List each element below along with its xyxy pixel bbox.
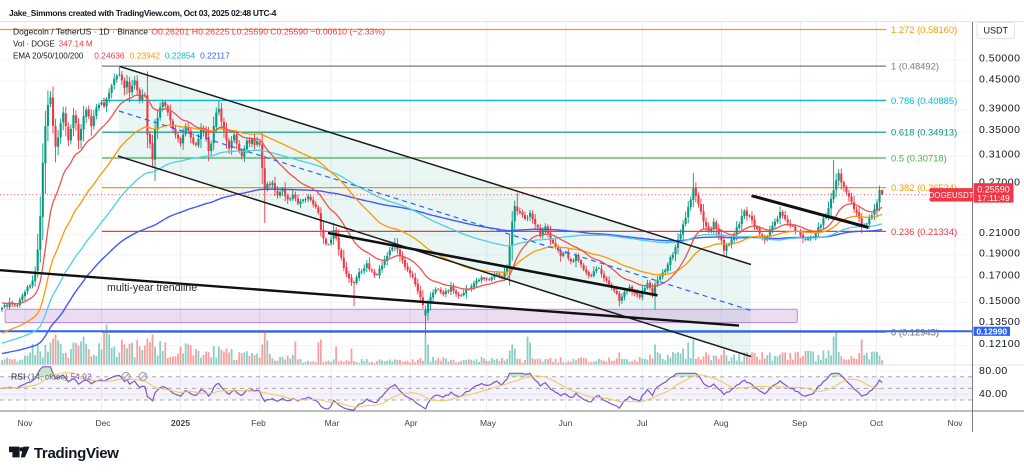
svg-text:0.22117: 0.22117: [200, 50, 230, 60]
svg-text:EMA 20/50/100/200: EMA 20/50/100/200: [13, 51, 84, 60]
svg-text:Mar: Mar: [325, 418, 340, 428]
svg-text:Nov: Nov: [947, 418, 963, 428]
svg-text:0 (0.12945): 0 (0.12945): [891, 327, 939, 338]
svg-text:Feb: Feb: [251, 418, 266, 428]
svg-text:TradingView: TradingView: [34, 445, 119, 462]
svg-text:0.23942: 0.23942: [130, 50, 161, 60]
svg-text:Jake_Simmons created with Trad: Jake_Simmons created with TradingView.co…: [9, 8, 277, 18]
svg-text:0.31000: 0.31000: [979, 149, 1020, 161]
svg-text:347.14 M: 347.14 M: [59, 39, 93, 48]
svg-text:(−2.33%): (−2.33%): [350, 26, 386, 36]
svg-text:0.12990: 0.12990: [976, 327, 1007, 337]
svg-text:H0.26225: H0.26225: [192, 26, 230, 36]
svg-text:0.24636: 0.24636: [94, 50, 125, 60]
svg-text:Jul: Jul: [637, 418, 648, 428]
svg-text:0.786 (0.40885): 0.786 (0.40885): [891, 95, 957, 106]
svg-text:1.272 (0.58160): 1.272 (0.58160): [891, 24, 957, 35]
svg-text:0.382 (0.26524): 0.382 (0.26524): [891, 182, 957, 193]
svg-text:L0.25590: L0.25590: [232, 26, 268, 36]
svg-text:0.5 (0.30718): 0.5 (0.30718): [891, 152, 947, 163]
svg-text:0.45000: 0.45000: [979, 74, 1020, 86]
svg-text:USDT: USDT: [984, 26, 1009, 36]
svg-text:0.19000: 0.19000: [979, 247, 1020, 259]
svg-text:0.15000: 0.15000: [979, 295, 1020, 307]
svg-text:Jun: Jun: [559, 418, 573, 428]
svg-text:0 (0.12945): 0 (0.12945): [891, 327, 939, 338]
svg-text:0.13500: 0.13500: [979, 316, 1020, 328]
svg-text:C0.25590: C0.25590: [270, 26, 308, 36]
svg-text:0.35000: 0.35000: [979, 124, 1020, 136]
svg-text:1 (0.48492): 1 (0.48492): [891, 61, 939, 72]
svg-text:DOGEUSDT: DOGEUSDT: [929, 191, 974, 200]
svg-text:Aug: Aug: [713, 418, 728, 428]
svg-text:17:11:49: 17:11:49: [977, 193, 1010, 203]
svg-text:Apr: Apr: [404, 418, 417, 428]
svg-text:0.25590: 0.25590: [977, 184, 1010, 194]
svg-text:Dec: Dec: [95, 418, 111, 428]
svg-text:−0.00610: −0.00610: [311, 26, 348, 36]
svg-text:multi-year trendline: multi-year trendline: [107, 282, 197, 294]
svg-text:0.22854: 0.22854: [165, 50, 196, 60]
svg-text:80.00: 80.00: [979, 365, 1008, 377]
svg-text:Vol · DOGE: Vol · DOGE: [13, 39, 55, 48]
svg-text:0.50000: 0.50000: [979, 52, 1020, 64]
svg-text:O0.26201: O0.26201: [151, 26, 189, 36]
svg-text:0.17000: 0.17000: [979, 270, 1020, 282]
svg-text:Sep: Sep: [792, 418, 807, 428]
svg-text:2025: 2025: [171, 418, 190, 428]
svg-text:Oct: Oct: [870, 418, 884, 428]
svg-text:RSI (14, close) 54.92: RSI (14, close) 54.92: [11, 372, 92, 382]
svg-text:Dogecoin / TetherUS · 1D · Bin: Dogecoin / TetherUS · 1D · Binance: [13, 26, 148, 36]
svg-text:May: May: [480, 418, 497, 428]
svg-text:Nov: Nov: [17, 418, 33, 428]
svg-text:40.00: 40.00: [979, 388, 1008, 400]
svg-text:0.39000: 0.39000: [979, 102, 1020, 114]
svg-text:0.236 (0.21334): 0.236 (0.21334): [891, 226, 957, 237]
svg-text:0.12100: 0.12100: [979, 338, 1020, 350]
svg-text:0.618 (0.34913): 0.618 (0.34913): [891, 127, 957, 138]
svg-text:0.21000: 0.21000: [979, 227, 1020, 239]
